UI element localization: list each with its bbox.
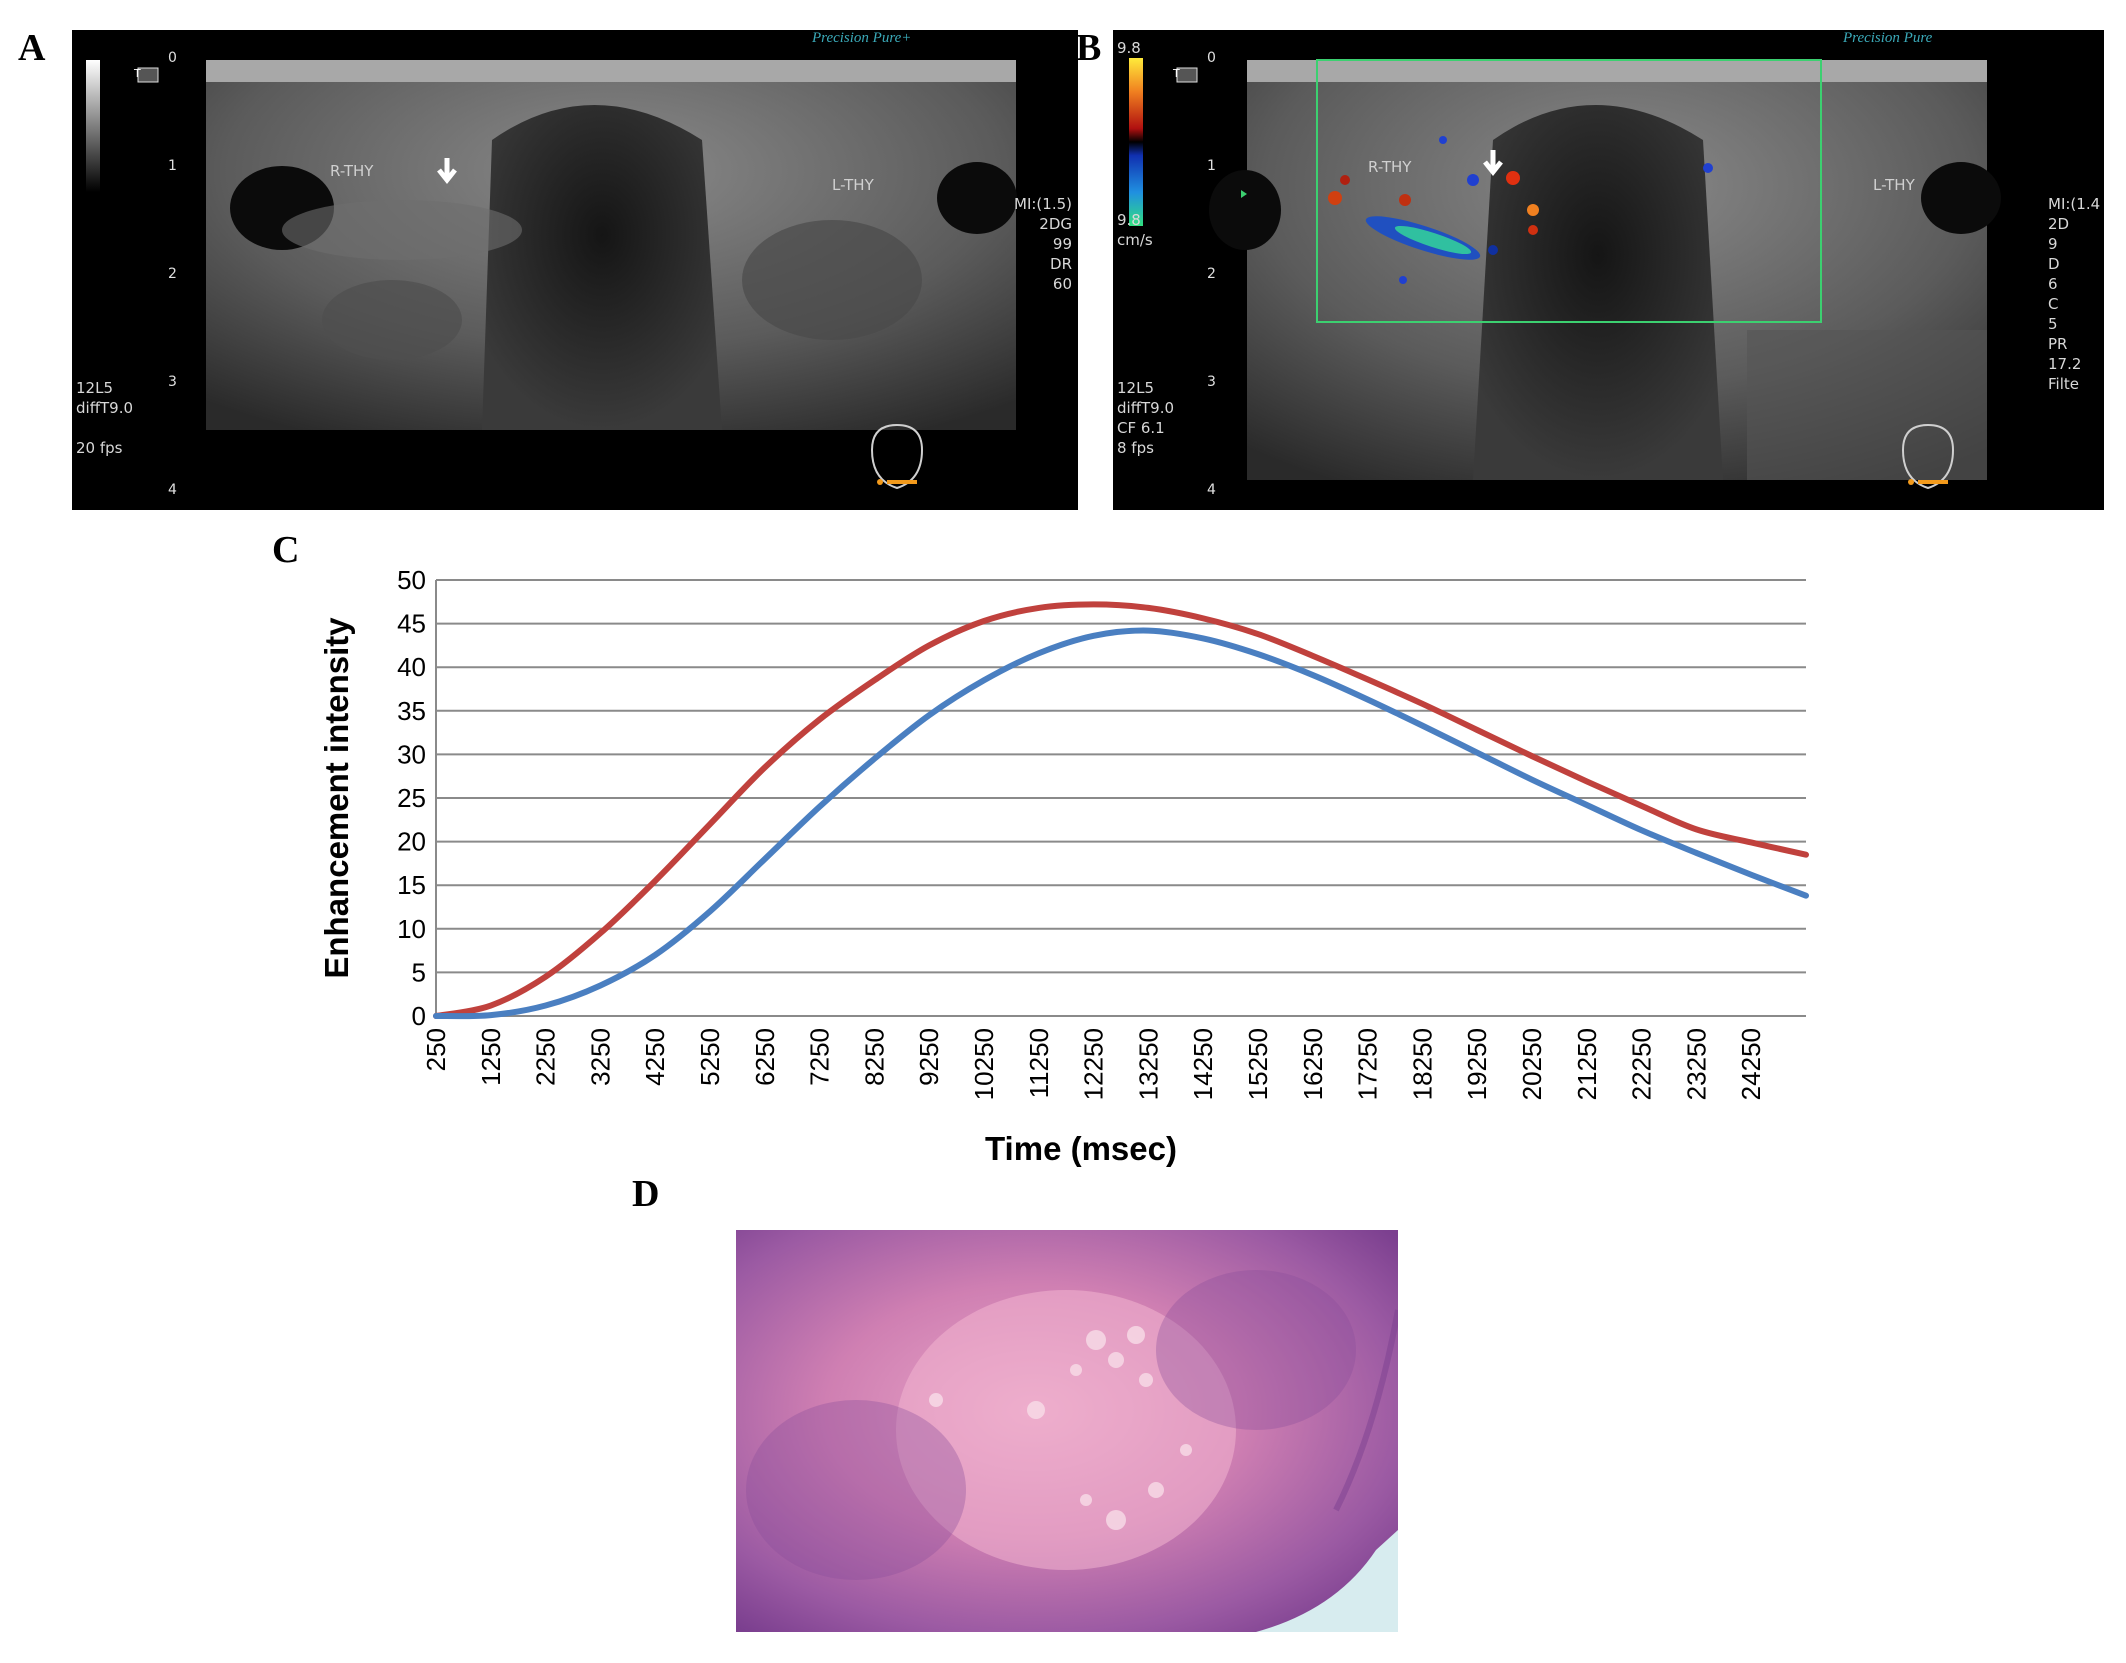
series-line-2: [433, 627, 1809, 1020]
depth-tick-a-2: 2: [168, 266, 177, 282]
ultrasound-image-b: Precision Pure T 9.8 9.8 cm/s 0 1 2 3 4 …: [1113, 30, 2104, 510]
y-tick-label: 0: [412, 1001, 426, 1031]
imaging-params-a: MI:(1.5) 2DG 99 DR 60: [1014, 195, 1072, 293]
x-tick-label: 18250: [1407, 1028, 1437, 1100]
ultrasound-scan-b: [1129, 58, 2001, 490]
x-tick-label: 2250: [531, 1028, 561, 1086]
panel-label-a: A: [18, 27, 46, 69]
x-tick-label: 21250: [1572, 1028, 1602, 1100]
x-tick-label: 12250: [1079, 1028, 1109, 1100]
y-tick-label: 20: [397, 827, 426, 857]
series-line-1: [433, 601, 1809, 1019]
x-tick-label: 14250: [1188, 1028, 1218, 1100]
t-marker-b: T: [1173, 67, 1180, 80]
y-tick-label: 15: [397, 870, 426, 900]
x-tick-label: 1250: [476, 1028, 506, 1086]
x-tick-label: 7250: [805, 1028, 835, 1086]
x-tick-label: 3250: [585, 1028, 615, 1086]
depth-tick-b-2: 2: [1207, 266, 1216, 282]
ultrasound-scan-a: [86, 60, 1017, 510]
x-tick-label: 8250: [859, 1028, 889, 1086]
histology-stain: [736, 1230, 1398, 1632]
enhancement-chart: 0 5 10 15 20 25 30 35 40 45 50 250 1250 2250 3250 4250 5…: [318, 565, 1809, 1167]
x-tick-label: 6250: [750, 1028, 780, 1086]
organ-label-l-thy-b: L-THY: [1873, 176, 1915, 194]
y-axis-title: Enhancement intensity: [318, 617, 355, 979]
x-tick-label: 250: [421, 1028, 451, 1071]
depth-tick-b-3: 3: [1207, 374, 1216, 390]
x-tick-label: 15250: [1243, 1028, 1273, 1100]
y-tick-label: 30: [397, 739, 426, 769]
probe-params-b: 12L5 diffT9.0 CF 6.1 8 fps: [1117, 379, 1175, 457]
y-tick-label: 10: [397, 914, 426, 944]
depth-tick-a-4: 4: [168, 482, 177, 498]
x-tick-label: 9250: [914, 1028, 944, 1086]
depth-tick-b-0: 0: [1207, 50, 1216, 66]
depth-tick-a-1: 1: [168, 158, 177, 174]
x-tick-label: 5250: [695, 1028, 725, 1086]
x-tick-label: 16250: [1298, 1028, 1328, 1100]
probe-params-a: 12L5 diffT9.0 20 fps: [76, 379, 134, 457]
color-scale-bottom: 9.8 cm/s: [1117, 211, 1153, 249]
depth-tick-a-0: 0: [168, 50, 177, 66]
t-marker-a: T: [134, 67, 141, 80]
organ-label-r-thy-a: R-THY: [330, 162, 374, 180]
panel-label-d: D: [632, 1173, 660, 1215]
x-tick-label: 19250: [1462, 1028, 1492, 1100]
x-tick-label: 20250: [1517, 1028, 1547, 1100]
brand-logo-a: Precision Pure+: [812, 30, 912, 46]
y-tick-label: 40: [397, 652, 426, 682]
brand-logo-b: Precision Pure: [1843, 30, 1933, 46]
x-tick-label: 13250: [1133, 1028, 1163, 1100]
imaging-params-b: MI:(1.4 2D 9 D 6 C 5 PR 17.2 Filte: [2048, 195, 2101, 393]
depth-tick-a-3: 3: [168, 374, 177, 390]
y-tick-label: 25: [397, 783, 426, 813]
panel-label-b: B: [1076, 27, 1102, 69]
x-tick-label: 22250: [1627, 1028, 1657, 1100]
y-tick-label: 5: [412, 957, 426, 987]
x-tick-label: 17250: [1353, 1028, 1383, 1100]
x-tick-label: 10250: [969, 1028, 999, 1100]
depth-tick-b-1: 1: [1207, 158, 1216, 174]
y-tick-label: 45: [397, 609, 426, 639]
histology-image: [736, 1230, 1398, 1632]
panel-label-c: C: [272, 529, 300, 571]
ultrasound-image-a: Precision Pure+ T 0 1 2 3 4 R-THY L-THY …: [72, 30, 1078, 510]
x-tick-label: 23250: [1681, 1028, 1711, 1100]
depth-tick-b-4: 4: [1207, 482, 1216, 498]
organ-label-r-thy-b: R-THY: [1368, 158, 1412, 176]
color-scale-top: 9.8: [1117, 39, 1141, 57]
x-tick-label: 4250: [640, 1028, 670, 1086]
x-tick-label: 11250: [1024, 1028, 1054, 1098]
y-tick-label: 35: [397, 696, 426, 726]
x-axis-title: Time (msec): [985, 1130, 1177, 1167]
x-tick-label: 24250: [1736, 1028, 1766, 1100]
y-tick-label: 50: [397, 565, 426, 595]
organ-label-l-thy-a: L-THY: [832, 176, 874, 194]
